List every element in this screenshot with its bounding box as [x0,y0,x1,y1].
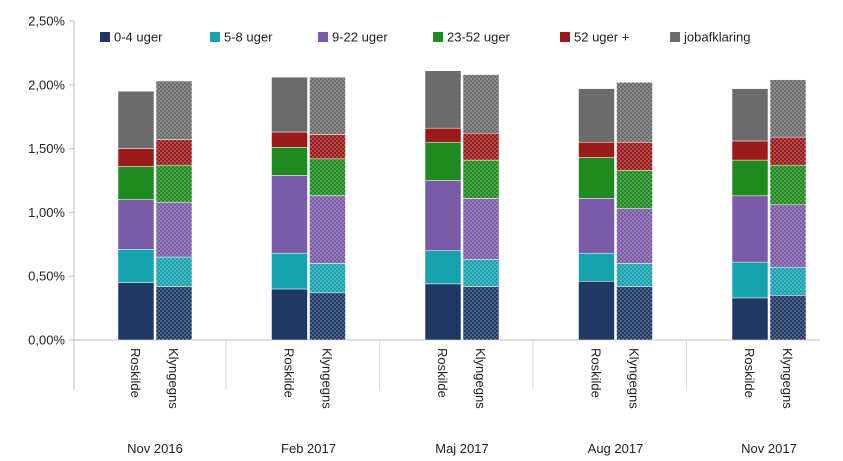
legend-label: 0-4 uger [114,30,163,45]
bar-segment [578,88,615,143]
category-label: Klyngegns [627,348,642,409]
bar-segment [424,250,462,285]
category-label: Roskilde [128,348,143,398]
bar-segment-pattern [616,286,653,340]
bar-segment-pattern [309,195,346,264]
bar-segment [424,180,462,251]
legend-label: 9-22 uger [332,30,388,45]
bar-segment [271,131,308,148]
legend-swatch [210,32,220,42]
bar-segment [271,252,308,290]
category-label: Roskilde [589,348,604,398]
y-tick-label: 0,00% [28,333,65,348]
category-label: Roskilde [282,348,297,398]
legend-swatch [318,32,328,42]
bar-segment-pattern [309,292,346,340]
legend-swatch [433,32,443,42]
bar-segment-pattern [309,134,346,159]
category-label: Roskilde [742,348,757,398]
category-label: Roskilde [435,348,450,398]
bar-segment [271,76,308,133]
bars [117,70,807,341]
bar-segment-pattern [770,79,806,138]
bar-segment [117,90,155,149]
bar-segment-pattern [156,139,192,166]
bar-segment-pattern [309,158,346,196]
bar-segment [117,249,155,283]
category-label: Klyngegns [320,348,335,409]
bar-segment [731,159,769,197]
group-label: Maj 2017 [435,441,488,456]
bar-segment [117,148,155,167]
legend-label: 52 uger + [574,30,629,45]
bar-segment-pattern [156,80,192,140]
y-tick-label: 1,50% [28,141,65,156]
bar-segment [731,140,769,161]
legend-label: 5-8 uger [224,30,273,45]
legend-swatch [100,32,110,42]
bar-segment [424,283,462,341]
y-tick-label: 2,00% [28,77,65,92]
bar-segment [731,297,769,341]
bar-segment [117,282,155,341]
bar-segment-pattern [156,165,192,203]
group-label: Aug 2017 [588,441,644,456]
group-label: Nov 2016 [127,441,183,456]
bar-segment-pattern [616,208,653,264]
bar-segment [578,198,615,254]
bar-segment [731,88,769,142]
bar-segment [424,141,462,181]
bar-segment-pattern [463,286,499,340]
bar-segment-pattern [770,267,806,296]
bar-segment-pattern [463,259,499,287]
bar-segment-pattern [309,77,346,135]
bar-segment-pattern [770,165,806,205]
axis-labels: Roskilde Klyngegns Nov 2016 Roskilde Klyngeg… [127,348,797,456]
bar-segment [424,70,462,129]
legend-label: 23-52 uger [447,30,511,45]
axes: 0,00% 0,50% 1,00% 1,50% 2,00% 2,50% [28,14,820,390]
category-label: Klyngegns [780,348,795,409]
bar-segment [271,147,308,176]
bar-segment-pattern [616,263,653,287]
bar-segment-pattern [616,142,653,171]
bar-segment-pattern [156,202,192,258]
bar-segment-pattern [770,295,806,340]
bar-segment [731,195,769,263]
bar-segment-pattern [616,170,653,209]
bar-segment-pattern [463,198,499,260]
bar-segment [117,166,155,200]
bar-segment-pattern [463,160,499,199]
bar-segment-pattern [770,137,806,166]
category-label: Klyngegns [473,348,488,409]
bar-segment-pattern [463,74,499,134]
group-label: Feb 2017 [281,441,336,456]
bar-segment [271,175,308,254]
legend: 0-4 uger 5-8 uger 9-22 uger 23-52 uger 52 ug… [100,30,751,45]
bar-segment-pattern [309,263,346,293]
bar-segment-pattern [156,286,192,340]
bar-segment [578,141,615,158]
legend-swatch [670,32,680,42]
bar-segment [117,199,155,250]
bar-segment [424,127,462,143]
legend-label: jobafklaring [683,30,751,45]
bar-segment-pattern [616,82,653,143]
y-tick-label: 0,50% [28,269,65,284]
bar-segment-pattern [770,204,806,268]
y-tick-label: 2,50% [28,14,65,29]
category-label: Klyngegns [166,348,181,409]
legend-swatch [560,32,570,42]
group-label: Nov 2017 [741,441,797,456]
bar-segment-pattern [463,133,499,161]
y-tick-label: 1,00% [28,205,65,220]
bar-segment [271,288,308,341]
bar-segment [578,157,615,199]
bar-segment [578,252,615,282]
bar-segment [578,281,615,341]
bar-segment-pattern [156,257,192,287]
bar-segment [731,261,769,299]
